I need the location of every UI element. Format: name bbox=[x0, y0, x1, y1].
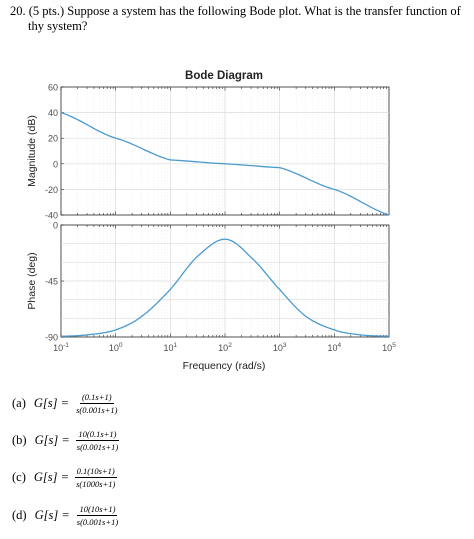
option-a-denominator: s(0.001s+1) bbox=[76, 405, 118, 415]
phase-ylabel: Phase (deg) bbox=[26, 252, 38, 309]
option-d-lhs: G[s] = bbox=[34, 508, 70, 522]
x-tick-label: 105 bbox=[382, 342, 396, 353]
x-tick-exponent: 2 bbox=[228, 342, 232, 349]
option-b-label: (b) bbox=[12, 433, 27, 447]
magnitude-y-tick-label: 20 bbox=[48, 134, 58, 144]
x-tick-label: 100 bbox=[109, 342, 123, 353]
x-tick-label: 101 bbox=[164, 342, 178, 353]
option-d-denominator: s(0.001s+1) bbox=[76, 517, 119, 527]
x-tick-exponent: 1 bbox=[174, 342, 178, 349]
x-tick-exponent: 5 bbox=[392, 342, 396, 349]
magnitude-y-tick-label: 0 bbox=[53, 159, 58, 169]
option-c: (c) G[s] = 0.1(10s+1) s(1000s+1) bbox=[12, 466, 117, 489]
option-b-lhs: G[s] = bbox=[34, 433, 70, 447]
x-tick-label: 104 bbox=[328, 342, 342, 353]
x-axis-label: Frequency (rad/s) bbox=[183, 360, 266, 372]
x-tick-exponent: 0 bbox=[119, 342, 123, 349]
x-tick-label: 102 bbox=[218, 342, 232, 353]
option-c-numerator: 0.1(10s+1) bbox=[74, 466, 117, 478]
option-b-fraction: 10(0.1s+1) s(0.001s+1) bbox=[75, 429, 120, 452]
option-a-lhs: G[s] = bbox=[33, 396, 70, 410]
question-line-2: thy system? bbox=[28, 19, 88, 33]
magnitude-y-tick-label: -20 bbox=[45, 185, 58, 195]
x-tick-exponent: -1 bbox=[63, 342, 69, 349]
magnitude-y-ticks: 60 40 20 0 -20 -40 bbox=[45, 83, 64, 221]
option-c-denominator: s(1000s+1) bbox=[76, 479, 116, 489]
option-b-numerator: 10(0.1s+1) bbox=[76, 429, 119, 441]
magnitude-y-tick-label: 40 bbox=[48, 108, 58, 118]
x-tick-label: 103 bbox=[273, 342, 287, 353]
question-text: 20. (5 pts.) Suppose a system has the fo… bbox=[10, 4, 472, 34]
chart-title: Bode Diagram bbox=[185, 70, 263, 82]
option-d-numerator: 10(10s+1) bbox=[77, 504, 118, 516]
magnitude-y-tick-label: 60 bbox=[48, 83, 58, 93]
option-d-fraction: 10(10s+1) s(0.001s+1) bbox=[75, 504, 120, 527]
phase-curve bbox=[60, 238, 390, 337]
option-a: (a) G[s] = (0.1s+1) s(0.001s+1) bbox=[12, 392, 119, 415]
x-tick-base: 10 bbox=[273, 343, 283, 353]
x-tick-labels: 10-1 100 101 102 103 104 105 bbox=[53, 342, 396, 353]
magnitude-y-tick-label: -40 bbox=[45, 211, 58, 221]
option-a-numerator: (0.1s+1) bbox=[79, 392, 114, 404]
option-a-label: (a) bbox=[12, 396, 26, 410]
magnitude-ylabel: Magnitude (dB) bbox=[26, 115, 38, 187]
x-tick-base: 10 bbox=[53, 343, 63, 353]
phase-grid bbox=[60, 225, 389, 337]
phase-y-tick-label: -90 bbox=[45, 333, 58, 343]
option-d: (d) G[s] = 10(10s+1) s(0.001s+1) bbox=[12, 504, 120, 527]
x-tick-exponent: 4 bbox=[338, 342, 342, 349]
magnitude-curve bbox=[60, 111, 390, 216]
x-tick-base: 10 bbox=[109, 343, 119, 353]
phase-y-tick-label: 0 bbox=[53, 221, 58, 231]
option-c-lhs: G[s] = bbox=[33, 470, 70, 484]
phase-y-tick-label: -45 bbox=[45, 277, 58, 287]
x-tick-label: 10-1 bbox=[53, 342, 69, 353]
option-a-fraction: (0.1s+1) s(0.001s+1) bbox=[74, 392, 119, 415]
x-tick-base: 10 bbox=[218, 343, 228, 353]
option-b-denominator: s(0.001s+1) bbox=[76, 442, 119, 452]
question-line-1: 20. (5 pts.) Suppose a system has the fo… bbox=[10, 4, 461, 18]
x-tick-exponent: 3 bbox=[283, 342, 287, 349]
option-c-label: (c) bbox=[12, 470, 26, 484]
option-b: (b) G[s] = 10(0.1s+1) s(0.001s+1) bbox=[12, 429, 120, 452]
option-c-fraction: 0.1(10s+1) s(1000s+1) bbox=[74, 466, 117, 489]
phase-y-ticks: 0 -45 -90 bbox=[45, 221, 64, 343]
option-d-label: (d) bbox=[12, 508, 27, 522]
x-tick-base: 10 bbox=[164, 343, 174, 353]
x-tick-base: 10 bbox=[382, 343, 392, 353]
x-tick-base: 10 bbox=[328, 343, 338, 353]
